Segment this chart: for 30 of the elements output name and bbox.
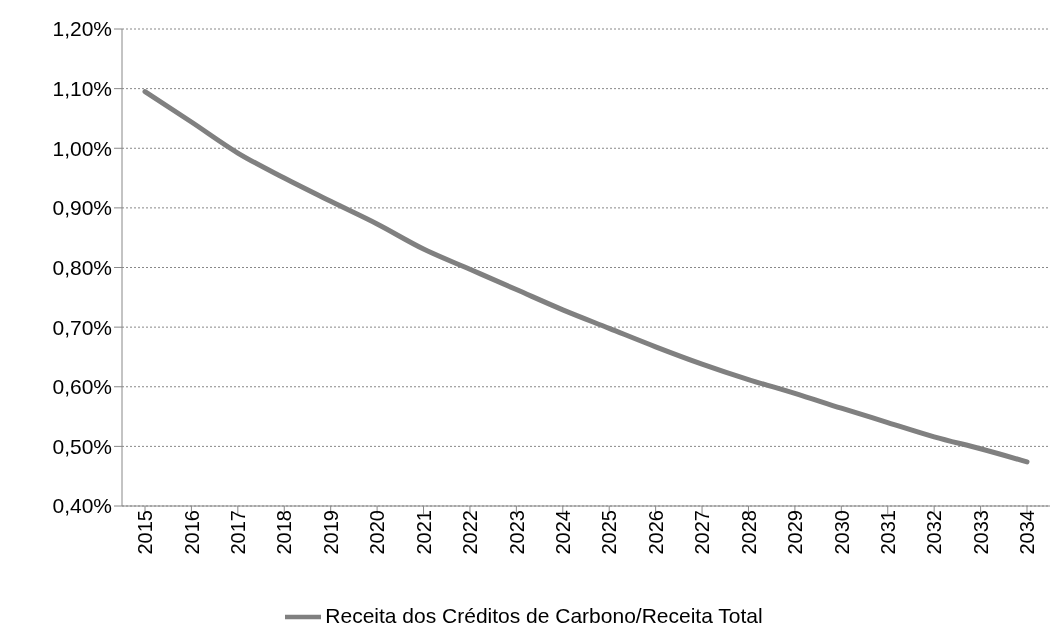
y-tick-label: 0,80% bbox=[52, 255, 112, 279]
y-tick-label: 0,90% bbox=[52, 196, 112, 220]
x-tick-label: 2024 bbox=[551, 510, 574, 555]
x-tick-label: 2030 bbox=[830, 510, 853, 555]
x-tick-label: 2033 bbox=[969, 510, 992, 555]
x-tick-label: 2034 bbox=[1016, 510, 1039, 555]
x-tick-label: 2028 bbox=[737, 510, 760, 555]
x-tick-label: 2032 bbox=[923, 510, 946, 555]
y-tick-label: 0,50% bbox=[52, 434, 112, 458]
x-tick-label: 2021 bbox=[412, 510, 435, 555]
x-tick-label: 2015 bbox=[134, 510, 157, 555]
x-tick-label: 2022 bbox=[459, 510, 482, 555]
x-tick-label: 2026 bbox=[644, 510, 667, 555]
x-tick-label: 2029 bbox=[784, 510, 807, 555]
y-tick-label: 0,70% bbox=[52, 315, 112, 339]
y-tick-label: 0,40% bbox=[52, 494, 112, 518]
y-tick-label: 0,60% bbox=[52, 375, 112, 399]
x-tick-label: 2017 bbox=[227, 510, 250, 555]
x-tick-label: 2023 bbox=[505, 510, 528, 555]
x-tick-label: 2020 bbox=[366, 510, 389, 555]
y-tick-label: 1,10% bbox=[52, 77, 112, 101]
legend-label: Receita dos Créditos de Carbono/Receita Total bbox=[325, 603, 763, 627]
x-tick-label: 2027 bbox=[691, 510, 714, 555]
x-tick-label: 2031 bbox=[876, 510, 899, 555]
y-tick-label: 1,20% bbox=[52, 17, 112, 41]
x-tick-label: 2019 bbox=[319, 510, 342, 555]
y-tick-label: 1,00% bbox=[52, 136, 112, 160]
x-tick-label: 2018 bbox=[273, 510, 296, 555]
x-tick-label: 2016 bbox=[180, 510, 203, 555]
x-tick-label: 2025 bbox=[598, 510, 621, 555]
